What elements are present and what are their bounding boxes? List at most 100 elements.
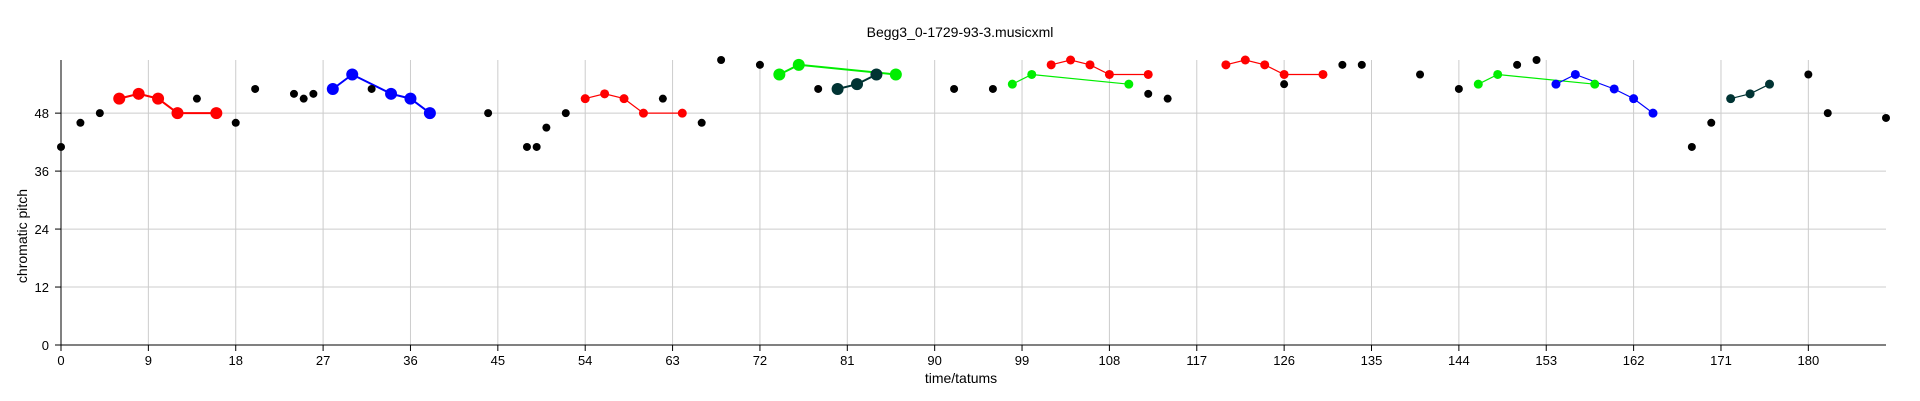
pattern-point: [404, 92, 417, 105]
note-point: [251, 84, 260, 93]
pattern-point: [1279, 69, 1289, 79]
note-point: [522, 142, 531, 151]
note-point: [1454, 84, 1463, 93]
x-tick-label: 171: [1710, 353, 1732, 368]
pattern-point: [677, 108, 687, 118]
note-point: [561, 109, 570, 118]
pattern-point: [851, 78, 864, 91]
pattern-point: [346, 68, 359, 81]
pattern-point: [792, 58, 805, 71]
note-point: [1823, 109, 1832, 118]
x-tick-label: 18: [228, 353, 242, 368]
note-point: [950, 84, 959, 93]
note-point: [755, 60, 764, 69]
pattern-point: [132, 87, 145, 100]
pattern-point: [1318, 69, 1328, 79]
pattern-line: [1225, 59, 1323, 76]
pattern-point: [1124, 79, 1134, 89]
pattern-point: [600, 89, 610, 99]
tick-labels: 0 9 18 27 36 45 54 63 72 81 90 99 108 117 126 135 144 153…: [35, 106, 1820, 368]
pattern-point: [1046, 60, 1056, 70]
note-point: [309, 89, 318, 98]
pattern-point: [1473, 79, 1483, 89]
x-tick-label: 27: [316, 353, 330, 368]
x-tick-label: 54: [578, 353, 592, 368]
pattern-point: [1570, 69, 1580, 79]
pattern-point: [773, 68, 786, 81]
note-point: [988, 84, 997, 93]
x-tick-label: 9: [145, 353, 152, 368]
x-tick-label: 90: [927, 353, 941, 368]
x-tick-label: 153: [1535, 353, 1557, 368]
note-point: [1532, 56, 1541, 64]
pattern-point: [1765, 79, 1775, 89]
note-point: [697, 118, 706, 127]
note-point: [658, 94, 667, 103]
pattern-point: [1260, 60, 1270, 70]
pattern-point: [210, 107, 223, 120]
note-point: [542, 123, 551, 132]
y-axis-label: chromatic pitch: [14, 189, 30, 283]
pattern-point: [1551, 79, 1561, 89]
x-tick-label: 144: [1448, 353, 1470, 368]
pattern-point: [1609, 84, 1619, 94]
pattern-point: [1629, 94, 1639, 104]
pattern-point: [1085, 60, 1095, 70]
pattern-point: [326, 82, 339, 95]
note-point: [1707, 118, 1716, 127]
pattern-point: [1066, 55, 1076, 65]
note-point: [1144, 89, 1153, 98]
x-tick-label: 117: [1186, 353, 1207, 368]
note-point: [231, 118, 240, 127]
x-tick-label: 0: [57, 353, 64, 368]
note-point: [1687, 142, 1696, 151]
pattern-line: [1555, 73, 1654, 114]
x-tick-label: 63: [665, 353, 679, 368]
pattern-lines: [118, 59, 1770, 115]
pattern-point: [619, 94, 629, 104]
y-tick-label: 24: [35, 222, 49, 237]
note-point: [57, 142, 65, 151]
pattern-point: [1027, 69, 1037, 79]
y-tick-label: 48: [35, 106, 49, 121]
note-point: [289, 89, 298, 98]
axes: [55, 60, 1886, 351]
note-point: [1280, 80, 1289, 89]
pattern-line: [1051, 59, 1149, 76]
note-point: [1163, 94, 1172, 103]
note-point: [95, 109, 104, 118]
pattern-point: [113, 92, 126, 105]
pattern-point: [171, 107, 184, 120]
y-tick-label: 36: [35, 164, 49, 179]
y-tick-label: 0: [42, 338, 49, 353]
note-point: [1338, 60, 1347, 69]
note-point: [814, 84, 823, 93]
pattern-point: [1590, 79, 1600, 89]
note-point: [1882, 113, 1890, 122]
note-point: [367, 84, 376, 93]
note-point: [1416, 70, 1425, 79]
x-tick-label: 99: [1015, 353, 1029, 368]
pattern-point: [1648, 108, 1658, 118]
note-point: [1804, 70, 1813, 79]
x-tick-label: 108: [1099, 353, 1121, 368]
y-tick-label: 12: [35, 280, 49, 295]
pattern-point: [1143, 69, 1153, 79]
pattern-point: [1221, 60, 1231, 70]
x-tick-label: 180: [1797, 353, 1819, 368]
pattern-point: [1240, 55, 1250, 65]
x-tick-label: 45: [491, 353, 505, 368]
pattern-point: [580, 94, 590, 104]
pattern-point: [423, 107, 436, 120]
pattern-point: [870, 68, 883, 81]
pattern-point: [831, 82, 844, 95]
pattern-point: [1726, 94, 1736, 104]
pattern-line: [585, 93, 683, 114]
x-tick-label: 162: [1623, 353, 1645, 368]
pattern-point: [152, 92, 165, 105]
note-point: [76, 118, 85, 127]
grid: [61, 60, 1886, 345]
pattern-line: [332, 73, 431, 114]
x-tick-label: 81: [840, 353, 854, 368]
